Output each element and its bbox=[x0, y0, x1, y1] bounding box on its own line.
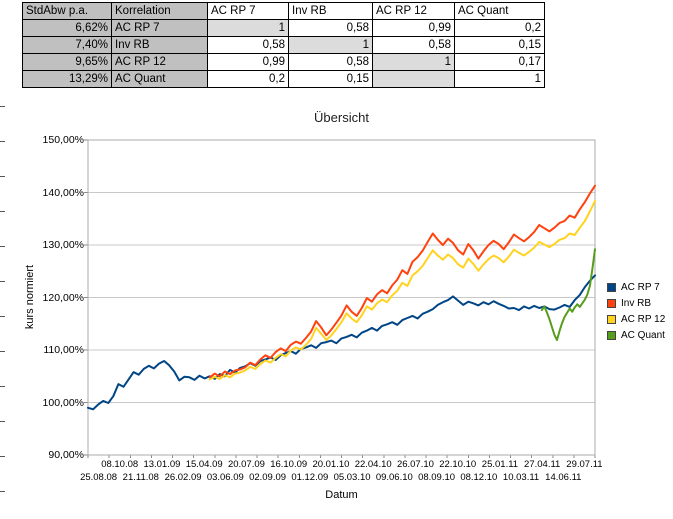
chart-title: Übersicht bbox=[314, 110, 369, 125]
x-tick-label: 14.06.11 bbox=[545, 472, 582, 483]
x-tick-label: 16.10.09 bbox=[270, 459, 308, 470]
legend-item-1[interactable]: Inv RB bbox=[607, 295, 665, 311]
x-tick-label: 05.03.10 bbox=[333, 472, 371, 483]
y-tick-label: 110,00% bbox=[43, 344, 84, 356]
x-tick-label: 13.01.09 bbox=[143, 459, 181, 470]
row-edge-mark bbox=[0, 421, 5, 422]
row-edge-mark bbox=[0, 316, 5, 317]
corr-value-cell[interactable]: 0,17 bbox=[454, 53, 545, 71]
legend-item-2[interactable]: AC RP 12 bbox=[607, 311, 665, 327]
legend-color-swatch bbox=[607, 282, 616, 292]
series-line-3[interactable] bbox=[540, 248, 596, 341]
row-edge-mark bbox=[0, 211, 5, 212]
series-line-1[interactable] bbox=[208, 184, 596, 379]
correlation-table: StdAbw p.a. Korrelation AC RP 7 Inv RB AC RP… bbox=[22, 2, 545, 88]
col-header-1[interactable]: Korrelation bbox=[111, 2, 208, 20]
row-edge-mark bbox=[0, 106, 5, 107]
corr-value-cell[interactable]: 0,15 bbox=[288, 70, 373, 88]
y-tick-label: 130,00% bbox=[42, 239, 84, 251]
row-edge-mark bbox=[0, 141, 5, 142]
x-tick-label: 02.09.09 bbox=[249, 472, 287, 483]
corr-value-cell[interactable]: 0,58 bbox=[288, 19, 373, 37]
x-tick-label: 03.06.09 bbox=[206, 472, 244, 483]
legend-label: AC RP 12 bbox=[621, 313, 666, 325]
col-header-5[interactable]: AC Quant bbox=[454, 2, 545, 20]
corr-value-cell[interactable]: 1 bbox=[372, 53, 455, 71]
corr-value-cell[interactable]: 1 bbox=[207, 19, 289, 37]
row-edge-mark bbox=[0, 456, 5, 457]
x-tick-label: 26.02.09 bbox=[164, 472, 202, 483]
x-tick-label: 10.03.11 bbox=[502, 472, 540, 483]
series-line-0[interactable] bbox=[87, 274, 596, 411]
legend-color-swatch bbox=[607, 314, 616, 324]
row-label-cell[interactable]: AC Quant bbox=[111, 70, 208, 88]
x-tick-label: 08.09.10 bbox=[418, 472, 456, 483]
corr-value-cell[interactable]: 0,99 bbox=[207, 53, 289, 71]
corr-value-cell[interactable]: 0,99 bbox=[372, 19, 455, 37]
x-tick-label: 25.01.11 bbox=[481, 459, 519, 470]
x-axis-title: Datum bbox=[325, 489, 358, 501]
x-tick-label: 09.06.10 bbox=[375, 472, 413, 483]
y-tick-label: 100,00% bbox=[42, 396, 84, 409]
stdabw-cell[interactable]: 13,29% bbox=[22, 70, 112, 88]
x-tick-label: 27.04.11 bbox=[524, 459, 561, 470]
row-edge-mark bbox=[0, 176, 5, 177]
x-tick-label: 08.12.10 bbox=[460, 472, 498, 483]
x-tick-label: 21.11.08 bbox=[122, 472, 159, 483]
stdabw-cell[interactable]: 6,62% bbox=[22, 19, 112, 37]
col-header-4[interactable]: AC RP 12 bbox=[372, 2, 455, 20]
legend-item-0[interactable]: AC RP 7 bbox=[607, 279, 665, 295]
legend: AC RP 7 Inv RB AC RP 12 AC Quant bbox=[607, 279, 665, 343]
x-tick-label: 15.04.09 bbox=[185, 459, 223, 470]
corr-value-cell[interactable]: 0,58 bbox=[207, 36, 289, 54]
x-tick-label: 22.10.10 bbox=[439, 459, 477, 470]
row-edge-mark bbox=[0, 386, 5, 387]
legend-label: Inv RB bbox=[621, 297, 652, 309]
row-edge-mark bbox=[0, 491, 5, 492]
x-tick-label: 29.07.11 bbox=[566, 459, 603, 470]
y-tick-label: 120,00% bbox=[42, 291, 84, 304]
y-axis-title: kurs normiert bbox=[24, 264, 36, 330]
x-tick-label: 20.01.10 bbox=[312, 459, 350, 470]
y-tick-label: 150,00% bbox=[42, 134, 84, 146]
series-line-2[interactable] bbox=[208, 199, 596, 381]
col-header-2[interactable]: AC RP 7 bbox=[207, 2, 289, 20]
stdabw-cell[interactable]: 9,65% bbox=[22, 53, 112, 71]
legend-color-swatch bbox=[607, 298, 616, 308]
corr-value-cell[interactable]: 0,2 bbox=[207, 70, 289, 88]
row-edge-mark bbox=[0, 281, 5, 282]
x-tick-label: 22.04.10 bbox=[354, 459, 392, 470]
x-tick-label: 01.12.09 bbox=[291, 472, 329, 483]
y-tick-label: 90,00% bbox=[48, 449, 84, 461]
x-tick-label: 26.07.10 bbox=[396, 459, 434, 470]
legend-label: AC RP 7 bbox=[621, 281, 660, 293]
y-tick-label: 140,00% bbox=[42, 186, 84, 199]
x-tick-label: 25.08.08 bbox=[80, 472, 118, 483]
legend-label: AC Quant bbox=[621, 329, 665, 341]
x-tick-label: 20.07.09 bbox=[227, 459, 265, 470]
row-edge-mark bbox=[0, 351, 5, 352]
row-edge-mark bbox=[0, 246, 5, 247]
x-tick-label: 08.10.08 bbox=[101, 459, 139, 470]
legend-color-swatch bbox=[607, 330, 616, 340]
corr-value-cell[interactable]: 0,58 bbox=[372, 36, 455, 54]
row-label-cell[interactable]: AC RP 12 bbox=[111, 53, 208, 71]
legend-item-3[interactable]: AC Quant bbox=[607, 327, 665, 343]
col-header-0[interactable]: StdAbw p.a. bbox=[22, 2, 112, 20]
corr-value-cell[interactable]: 0,15 bbox=[454, 36, 545, 54]
corr-value-cell[interactable]: 1 bbox=[454, 70, 545, 88]
corr-value-cell[interactable]: 0,2 bbox=[454, 19, 545, 37]
